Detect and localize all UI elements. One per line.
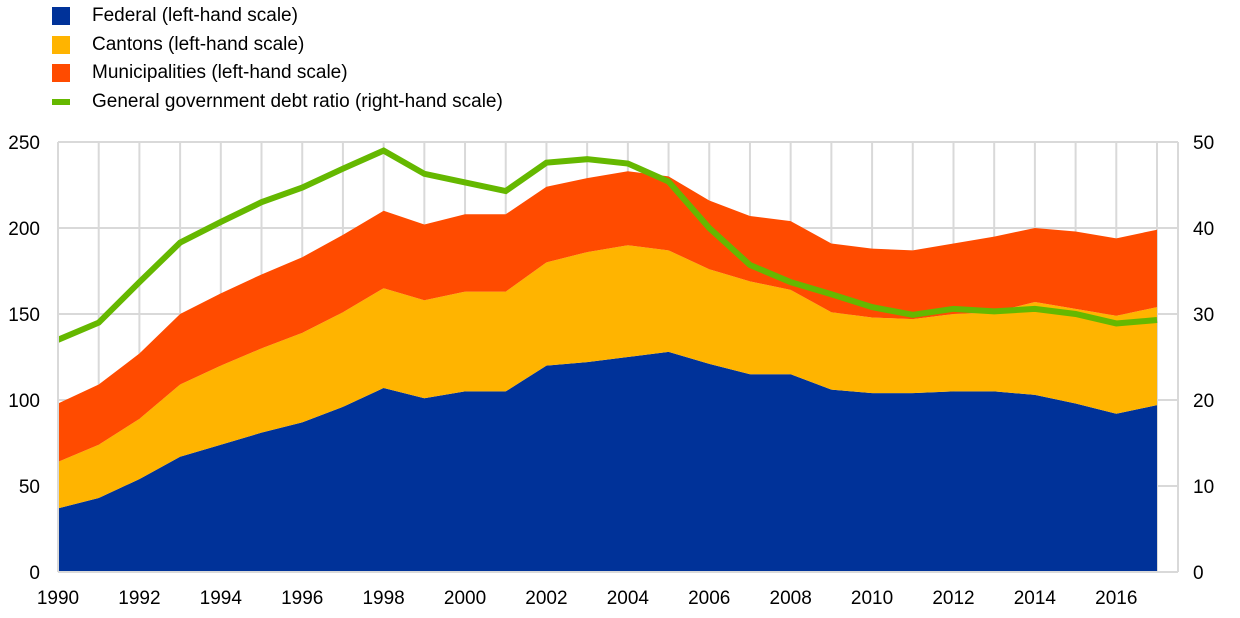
legend-label-federal: Federal (left-hand scale) xyxy=(92,5,298,27)
y-tick-label: 150 xyxy=(8,305,40,326)
legend-swatch-federal xyxy=(52,7,70,26)
x-tick-label: 2004 xyxy=(607,588,650,609)
area-municipalities xyxy=(58,171,1157,462)
legend-label-debt-ratio: General government debt ratio (right-han… xyxy=(92,90,503,112)
legend-item-debt-ratio: General government debt ratio (right-han… xyxy=(52,88,503,117)
area-cantons xyxy=(58,245,1157,509)
legend-swatch-cantons xyxy=(52,35,70,54)
y-tick-label: 0 xyxy=(29,563,40,584)
legend-label-cantons: Cantons (left-hand scale) xyxy=(92,33,305,55)
line-debt-ratio xyxy=(56,147,1158,343)
stacked-areas xyxy=(58,171,1157,572)
x-tick-label: 1990 xyxy=(37,588,79,609)
y2-tick-label: 20 xyxy=(1193,391,1214,412)
legend-label-municipalities: Municipalities (left-hand scale) xyxy=(92,62,348,84)
x-tick-label: 1994 xyxy=(200,588,243,609)
y-tick-label: 200 xyxy=(8,219,40,240)
legend-swatch-debt-ratio xyxy=(52,98,70,105)
x-tick-label: 1996 xyxy=(281,588,323,609)
x-tick-label: 1998 xyxy=(362,588,404,609)
x-tick-label: 2010 xyxy=(851,588,893,609)
legend-item-cantons: Cantons (left-hand scale) xyxy=(52,31,503,60)
x-tick-label: 2008 xyxy=(770,588,812,609)
legend-item-municipalities: Municipalities (left-hand scale) xyxy=(52,59,503,88)
y-tick-label: 250 xyxy=(8,133,40,154)
x-tick-label: 2006 xyxy=(688,588,730,609)
line-series xyxy=(56,147,1158,343)
x-tick-label: 2002 xyxy=(525,588,567,609)
y2-tick-label: 0 xyxy=(1193,563,1204,584)
legend-item-federal: Federal (left-hand scale) xyxy=(52,2,503,31)
axes: 0 50 100 150 200 250 0 10 20 30 40 50 1990 1992 1994 19… xyxy=(8,133,1214,609)
y-tick-label: 50 xyxy=(19,477,40,498)
x-tick-label: 1992 xyxy=(118,588,160,609)
y2-tick-label: 50 xyxy=(1193,133,1214,154)
y2-tick-label: 30 xyxy=(1193,305,1214,326)
x-tick-label: 2000 xyxy=(444,588,486,609)
x-tick-label: 2016 xyxy=(1095,588,1137,609)
area-federal xyxy=(58,351,1157,572)
y2-tick-label: 40 xyxy=(1193,219,1214,240)
y2-tick-label: 10 xyxy=(1193,477,1214,498)
legend: Federal (left-hand scale) Cantons (left-… xyxy=(52,2,503,116)
legend-swatch-municipalities xyxy=(52,64,70,83)
y-tick-label: 100 xyxy=(8,391,40,412)
x-tick-label: 2012 xyxy=(932,588,974,609)
x-tick-label: 2014 xyxy=(1014,588,1057,609)
